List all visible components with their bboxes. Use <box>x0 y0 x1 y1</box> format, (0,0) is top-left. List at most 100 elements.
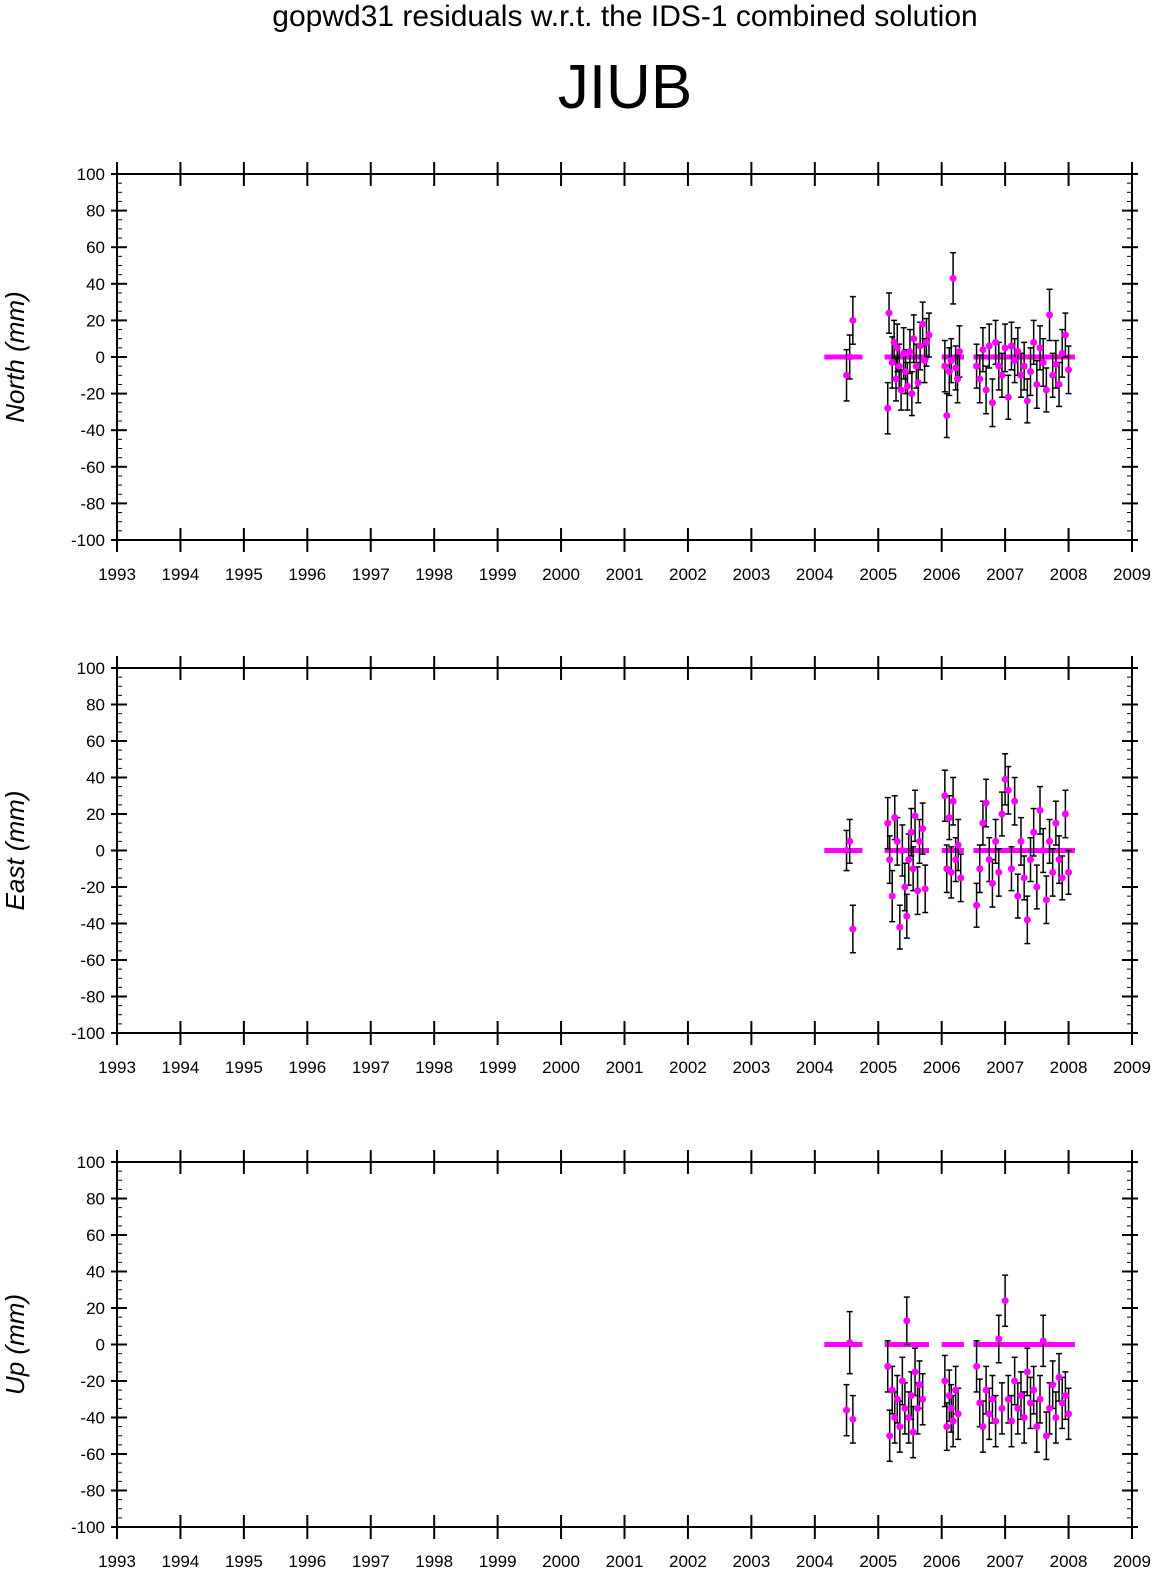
data-point <box>1055 856 1063 864</box>
data-point <box>952 1386 960 1394</box>
data-point <box>1023 1368 1031 1376</box>
data-point <box>1033 883 1041 891</box>
data-point <box>907 1392 915 1400</box>
x-tick-label: 1993 <box>98 1552 136 1571</box>
data-point <box>998 371 1006 379</box>
x-tick-label: 1998 <box>415 1552 453 1571</box>
x-tick-label: 2006 <box>923 1058 961 1077</box>
y-tick-label: 100 <box>77 1153 105 1172</box>
data-point <box>1036 344 1044 352</box>
data-point <box>976 375 984 383</box>
y-tick-label: 20 <box>86 1299 105 1318</box>
data-point <box>906 348 914 356</box>
data-point <box>992 338 1000 346</box>
data-point <box>846 1339 854 1347</box>
x-tick-label: 2004 <box>796 1552 834 1571</box>
data-point <box>896 923 904 931</box>
data-point <box>1052 360 1060 368</box>
data-point <box>998 1404 1006 1412</box>
plot-panel-3: 100 80 60 40 20 0 -20 -40 -60 -80 -100 1993 1994 1995… <box>0 1150 1151 1571</box>
data-point <box>945 814 953 822</box>
data-point <box>911 1368 919 1376</box>
data-point <box>902 368 910 376</box>
x-tick-label: 2002 <box>669 1552 707 1571</box>
data-point <box>1020 1414 1028 1421</box>
y-axis-label: East (mm) <box>0 791 30 911</box>
data-point <box>886 1432 894 1440</box>
data-point <box>988 879 996 887</box>
data-point <box>901 883 909 891</box>
data-point <box>914 379 922 387</box>
data-point <box>992 1417 1000 1425</box>
x-tick-label: 1993 <box>98 565 136 584</box>
data-point <box>1055 1373 1063 1381</box>
y-tick-label: -100 <box>71 1518 105 1537</box>
data-point <box>1017 1392 1025 1400</box>
x-tick-label: 2000 <box>542 1552 580 1571</box>
x-tick-label: 2009 <box>1113 1552 1151 1571</box>
data-point <box>1065 1410 1073 1418</box>
y-tick-label: 60 <box>86 1226 105 1245</box>
x-tick-label: 1997 <box>352 1058 390 1077</box>
x-tick-label: 2005 <box>859 565 897 584</box>
data-point <box>843 847 851 854</box>
y-tick-label: 40 <box>86 275 105 294</box>
x-tick-label: 1997 <box>352 1552 390 1571</box>
y-tick-label: -80 <box>80 1482 105 1501</box>
x-tick-label: 2002 <box>669 565 707 584</box>
data-point <box>947 357 955 365</box>
data-point <box>998 810 1006 818</box>
y-tick-label: 80 <box>86 1190 105 1209</box>
data-point <box>914 887 922 895</box>
data-point <box>905 1414 913 1421</box>
data-point <box>992 837 1000 845</box>
data-point <box>905 856 913 864</box>
data-point <box>943 1423 951 1431</box>
y-tick-label: 60 <box>86 238 105 257</box>
data-point <box>919 1395 927 1403</box>
data-point <box>1030 1386 1038 1394</box>
y-axis-label: North (mm) <box>0 291 30 422</box>
data-point <box>884 819 892 827</box>
data-point <box>1052 1414 1060 1421</box>
data-point <box>925 331 933 339</box>
data-point <box>1007 865 1015 873</box>
data-point <box>1023 916 1031 924</box>
data-point <box>1023 397 1031 405</box>
data-point <box>988 399 996 407</box>
data-point <box>1036 806 1044 814</box>
x-tick-label: 1996 <box>288 565 326 584</box>
y-tick-label: -40 <box>80 915 105 934</box>
data-point <box>941 362 949 370</box>
data-point <box>1001 775 1009 783</box>
data-point <box>949 1417 957 1425</box>
y-tick-label: 40 <box>86 1263 105 1282</box>
data-point <box>916 342 924 350</box>
data-point <box>1042 1432 1050 1440</box>
x-tick-label: 2001 <box>606 1058 644 1077</box>
data-point <box>995 1335 1003 1343</box>
x-tick-label: 2000 <box>542 1058 580 1077</box>
data-point <box>1017 371 1025 379</box>
x-tick-label: 2000 <box>542 565 580 584</box>
y-tick-label: 0 <box>96 1336 105 1355</box>
x-tick-label: 1999 <box>479 565 517 584</box>
data-point <box>1052 819 1060 827</box>
y-axis-label: Up (mm) <box>0 1294 30 1395</box>
x-tick-label: 1995 <box>225 1058 263 1077</box>
data-point <box>957 874 965 882</box>
y-tick-label: -60 <box>80 951 105 970</box>
x-tick-label: 2003 <box>732 565 770 584</box>
data-point <box>846 837 854 845</box>
y-tick-label: 100 <box>77 659 105 678</box>
y-tick-label: -20 <box>80 385 105 404</box>
x-tick-label: 2007 <box>986 1552 1024 1571</box>
data-point <box>976 1399 984 1407</box>
y-tick-label: 80 <box>86 696 105 715</box>
data-point <box>1004 786 1012 794</box>
data-point <box>903 382 911 390</box>
chart-suptitle: gopwd31 residuals w.r.t. the IDS-1 combi… <box>272 0 978 33</box>
data-point <box>910 335 918 343</box>
data-point <box>955 348 963 356</box>
